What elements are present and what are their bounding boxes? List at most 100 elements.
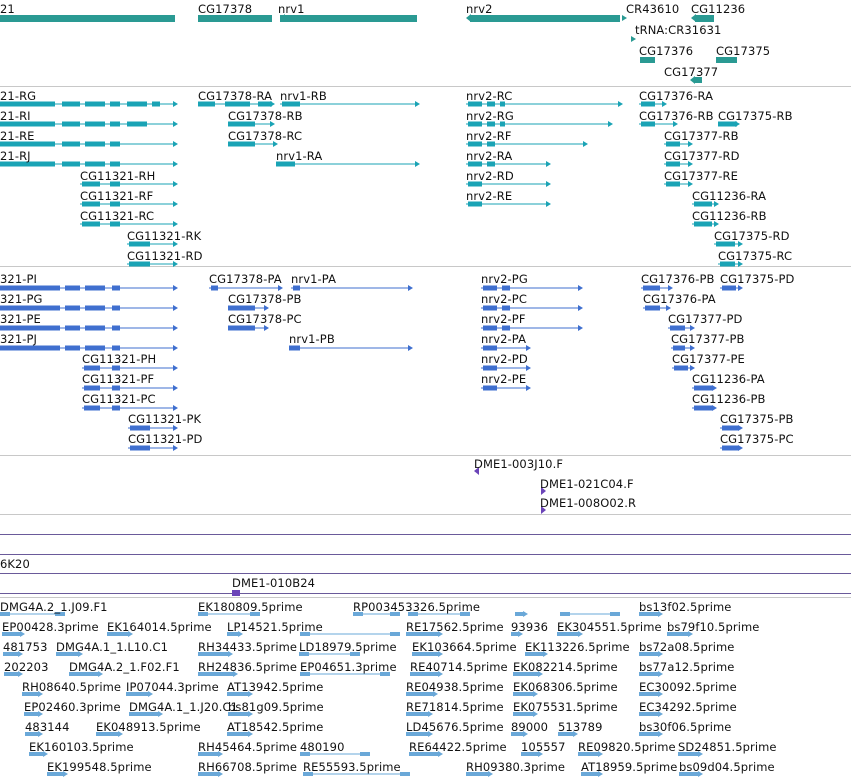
genes-feature-label[interactable]: CR43610 <box>626 2 680 16</box>
ests-feature-label[interactable]: LD45676.5prime <box>406 720 504 734</box>
ests-feature-label[interactable]: IP07044.3prime <box>126 680 219 694</box>
transcripts_a-feature-label[interactable]: CG11321-RD <box>127 249 203 263</box>
ests-feature-label[interactable]: EP00428.3prime <box>2 620 99 634</box>
transcripts_a-feature-label[interactable]: CG17375-RC <box>718 249 793 263</box>
transcripts_b-feature-label[interactable]: nrv2-PE <box>481 372 527 386</box>
bac-feature-label[interactable]: DME1-008O02.R <box>540 496 637 510</box>
transcripts_b-feature-label[interactable]: CG11321-PK <box>128 412 202 426</box>
ests-feature-label[interactable]: EK199548.5prime <box>47 760 152 774</box>
ests-feature-label[interactable]: RE17562.5prime <box>406 620 504 634</box>
ests-feature-label[interactable]: 483144 <box>25 720 70 734</box>
ests-feature-label[interactable]: DMG4A.1_1.J20.C1 <box>129 700 238 714</box>
ests-feature-label[interactable]: bs81g09.5prime <box>228 700 324 714</box>
transcripts_a-feature-label[interactable]: nrv1-RA <box>276 149 323 163</box>
ests-feature-label[interactable]: RE04938.5prime <box>406 680 504 694</box>
tiling-feature-label[interactable]: DME1-010B24 <box>232 576 316 590</box>
ests-feature-label[interactable]: 89000 <box>511 720 549 734</box>
ests-feature-label[interactable]: RH09380.3prime <box>466 760 566 774</box>
ests-feature-label[interactable]: EK082214.5prime <box>513 660 618 674</box>
ests-feature-label[interactable]: AT13942.5prime <box>227 680 324 694</box>
transcripts_b-feature-label[interactable]: CG17375-PD <box>720 272 795 286</box>
ests-feature-label[interactable]: RE40714.5prime <box>410 660 508 674</box>
transcripts_b-feature-label[interactable]: CG11321-PH <box>82 352 157 366</box>
transcripts_b-feature-label[interactable]: 321-PI <box>0 272 38 286</box>
ests-feature-label[interactable]: EK075531.5prime <box>513 700 618 714</box>
transcripts_a-feature-label[interactable]: CG17375-RB <box>718 109 793 123</box>
bac-feature-label[interactable]: DME1-021C04.F <box>540 477 634 491</box>
ests-feature-label[interactable]: RE09820.5prime <box>578 740 676 754</box>
bac-feature-label[interactable]: DME1-003J10.F <box>474 457 564 471</box>
transcripts_b-feature-label[interactable]: nrv2-PF <box>481 312 526 326</box>
transcripts_a-feature-label[interactable]: 21-RI <box>0 109 31 123</box>
transcripts_b-feature-label[interactable]: CG17376-PB <box>641 272 715 286</box>
transcripts_a-feature-label[interactable]: 21-RE <box>0 129 35 143</box>
transcripts_b-feature-label[interactable]: nrv1-PA <box>291 272 337 286</box>
transcripts_b-feature-label[interactable]: CG17378-PA <box>209 272 282 286</box>
transcripts_b-feature-label[interactable]: 321-PE <box>0 312 41 326</box>
ests-feature-label[interactable]: RH66708.5prime <box>198 760 298 774</box>
ests-feature-label[interactable]: 105557 <box>521 740 566 754</box>
transcripts_b-feature-label[interactable]: CG11321-PD <box>128 432 203 446</box>
ests-feature-label[interactable]: bs79f10.5prime <box>667 620 760 634</box>
transcripts_a-feature-label[interactable]: nrv1-RB <box>280 89 327 103</box>
ests-feature-label[interactable]: RH08640.5prime <box>22 680 122 694</box>
ests-feature-label[interactable]: RH45464.5prime <box>198 740 298 754</box>
transcripts_a-feature-label[interactable]: nrv2-RG <box>466 109 514 123</box>
genes-feature-label[interactable]: CG17376 <box>639 44 694 58</box>
transcripts_b-feature-label[interactable]: CG11321-PC <box>82 392 156 406</box>
ests-feature-label[interactable]: 202203 <box>4 660 49 674</box>
transcripts_a-feature-label[interactable]: CG17375-RD <box>714 229 790 243</box>
ests-feature-label[interactable]: EK068306.5prime <box>513 680 618 694</box>
genes-feature-label[interactable]: nrv1 <box>278 2 305 16</box>
ests-feature-label[interactable]: RP003453326.5prime <box>353 600 481 614</box>
transcripts_a-feature-label[interactable]: CG17376-RB <box>639 109 714 123</box>
transcripts_a-feature-label[interactable]: CG17377-RD <box>664 149 740 163</box>
transcripts_b-feature-label[interactable]: CG17377-PD <box>668 312 743 326</box>
transcripts_a-feature-label[interactable]: CG11321-RH <box>80 169 156 183</box>
transcripts_b-feature-label[interactable]: CG11236-PB <box>692 392 766 406</box>
ests-feature-label[interactable]: bs72a08.5prime <box>639 640 735 654</box>
ests-feature-label[interactable]: 481753 <box>3 640 48 654</box>
genes-feature-label[interactable]: CG17378 <box>198 2 253 16</box>
transcripts_a-feature-label[interactable]: nrv2-RD <box>466 169 514 183</box>
ests-feature-label[interactable]: EK103664.5prime <box>412 640 517 654</box>
ests-feature-label[interactable]: EK164014.5prime <box>107 620 212 634</box>
transcripts_a-feature-label[interactable]: 21-RJ <box>0 149 31 163</box>
ests-feature-label[interactable]: RH24836.5prime <box>198 660 298 674</box>
ests-feature-label[interactable]: EK180809.5prime <box>198 600 303 614</box>
ests-feature-label[interactable]: bs09d04.5prime <box>679 760 775 774</box>
transcripts_a-feature-label[interactable]: CG17377-RB <box>664 129 739 143</box>
transcripts_a-feature-label[interactable]: nrv2-RE <box>466 189 513 203</box>
transcripts_b-feature-label[interactable]: CG17378-PC <box>228 312 302 326</box>
ests-feature-label[interactable]: DMG4A.1_1.L10.C1 <box>56 640 169 654</box>
genes-feature-label[interactable]: CG17377 <box>664 65 719 79</box>
transcripts_b-feature-label[interactable]: 321-PJ <box>0 332 38 346</box>
ests-feature-label[interactable]: 513789 <box>558 720 603 734</box>
transcripts_b-feature-label[interactable]: CG17375-PC <box>720 432 794 446</box>
transcripts_a-feature-label[interactable]: 21-RG <box>0 89 37 103</box>
transcripts_a-feature-label[interactable]: CG11321-RC <box>80 209 155 223</box>
transcripts_a-feature-label[interactable]: nrv2-RA <box>466 149 513 163</box>
ests-feature-label[interactable]: bs77a12.5prime <box>639 660 735 674</box>
transcripts_a-feature-label[interactable]: CG11321-RK <box>127 229 202 243</box>
genes-feature-label[interactable]: 21 <box>0 2 15 16</box>
transcripts_a-feature-label[interactable]: nrv2-RF <box>466 129 512 143</box>
transcripts_b-feature-label[interactable]: CG17377-PE <box>672 352 745 366</box>
transcripts_a-feature-label[interactable]: CG17376-RA <box>639 89 714 103</box>
ests-feature-label[interactable]: EK160103.5prime <box>29 740 134 754</box>
transcripts_a-feature-label[interactable]: CG17378-RA <box>198 89 273 103</box>
transcripts_b-feature-label[interactable]: nrv1-PB <box>289 332 335 346</box>
transcripts_a-feature-label[interactable]: nrv2-RC <box>466 89 513 103</box>
transcripts_b-feature-label[interactable]: nrv2-PC <box>481 292 527 306</box>
transcripts_b-feature-label[interactable]: nrv2-PD <box>481 352 528 366</box>
ests-feature-label[interactable]: EK113226.5prime <box>525 640 630 654</box>
genes-feature-label[interactable]: CG17375 <box>716 44 771 58</box>
ests-feature-label[interactable]: LD18979.5prime <box>299 640 397 654</box>
genes-feature-label[interactable]: tRNA:CR31631 <box>635 23 722 37</box>
transcripts_b-feature-label[interactable]: CG17378-PB <box>228 292 302 306</box>
ests-feature-label[interactable]: EC30092.5prime <box>639 680 737 694</box>
ests-feature-label[interactable]: AT18542.5prime <box>227 720 324 734</box>
ests-feature-label[interactable]: 93936 <box>511 620 549 634</box>
ests-feature-label[interactable]: DMG4A.2_1.J09.F1 <box>0 600 108 614</box>
ests-feature-label[interactable]: EC34292.5prime <box>639 700 737 714</box>
